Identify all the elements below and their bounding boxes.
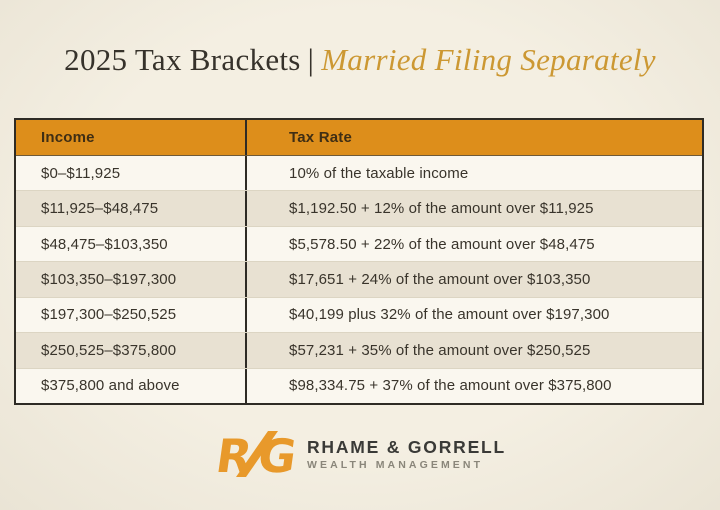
title-main: 2025 Tax Brackets (64, 42, 301, 77)
tax-rate-cell: $98,334.75 + 37% of the amount over $375… (247, 369, 702, 403)
income-cell: $0–$11,925 (16, 156, 247, 191)
tax-rate-cell: $57,231 + 35% of the amount over $250,52… (247, 333, 702, 367)
table-row: $375,800 and above $98,334.75 + 37% of t… (16, 367, 702, 403)
tax-rate-cell: $1,192.50 + 12% of the amount over $11,9… (247, 191, 702, 225)
tax-rate-value: 10% of the taxable income (289, 164, 469, 182)
page-title: 2025 Tax Brackets | Married Filing Separat… (0, 42, 720, 78)
title-separator: | (307, 42, 315, 77)
income-cell: $48,475–$103,350 (16, 226, 247, 262)
company-name: RHAME & GORRELL (306, 436, 507, 457)
header-cell-income: Income (16, 120, 247, 155)
table-row: $250,525–$375,800 $57,231 + 35% of the a… (16, 332, 702, 368)
table-row: $0–$11,925 10% of the taxable income (16, 156, 702, 191)
header-cell-tax-rate: Tax Rate (247, 120, 702, 155)
income-value: $103,350–$197,300 (41, 270, 177, 288)
tax-brackets-table: Income Tax Rate $0–$11,925 10% of the ta… (14, 118, 704, 405)
income-cell: $375,800 and above (16, 368, 247, 403)
income-value: $250,525–$375,800 (41, 341, 177, 359)
tax-rate-cell: $40,199 plus 32% of the amount over $197… (247, 298, 702, 332)
table-header-row: Income Tax Rate (16, 120, 702, 156)
income-value: $197,300–$250,525 (41, 306, 177, 324)
company-subtitle: WEALTH MANAGEMENT (306, 458, 484, 471)
tax-rate-value: $5,578.50 + 22% of the amount over $48,4… (289, 235, 595, 253)
company-logo-text: RHAME & GORRELL WEALTH MANAGEMENT (306, 436, 507, 471)
tax-rate-value: $40,199 plus 32% of the amount over $197… (289, 306, 610, 324)
tax-rate-cell: $5,578.50 + 22% of the amount over $48,4… (247, 227, 702, 261)
rg-monogram-icon: R G (214, 431, 294, 477)
tax-rate-value: $98,334.75 + 37% of the amount over $375… (289, 377, 612, 395)
income-column-header: Income (41, 129, 95, 146)
company-logo: R G RHAME & GORRELL WEALTH MANAGEMENT (0, 431, 720, 477)
tax-rate-cell: $17,651 + 24% of the amount over $103,35… (247, 262, 702, 296)
income-cell: $250,525–$375,800 (16, 333, 247, 368)
income-value: $11,925–$48,475 (41, 200, 159, 218)
table-row: $103,350–$197,300 $17,651 + 24% of the a… (16, 261, 702, 297)
tax-rate-value: $17,651 + 24% of the amount over $103,35… (289, 270, 591, 288)
tax-rate-value: $57,231 + 35% of the amount over $250,52… (289, 341, 591, 359)
income-value: $375,800 and above (41, 377, 180, 395)
income-value: $0–$11,925 (41, 164, 121, 182)
income-cell: $197,300–$250,525 (16, 297, 247, 333)
table-row: $48,475–$103,350 $5,578.50 + 22% of the … (16, 225, 702, 262)
income-cell: $103,350–$197,300 (16, 262, 247, 297)
tax-rate-column-header: Tax Rate (289, 129, 353, 146)
tax-rate-value: $1,192.50 + 12% of the amount over $11,9… (289, 200, 594, 218)
income-value: $48,475–$103,350 (41, 235, 168, 253)
table-row: $11,925–$48,475 $1,192.50 + 12% of the a… (16, 190, 702, 226)
title-highlight: Married Filing Separately (321, 42, 656, 77)
table-row: $197,300–$250,525 $40,199 plus 32% of th… (16, 296, 702, 333)
income-cell: $11,925–$48,475 (16, 191, 247, 226)
tax-rate-cell: 10% of the taxable income (247, 156, 702, 190)
